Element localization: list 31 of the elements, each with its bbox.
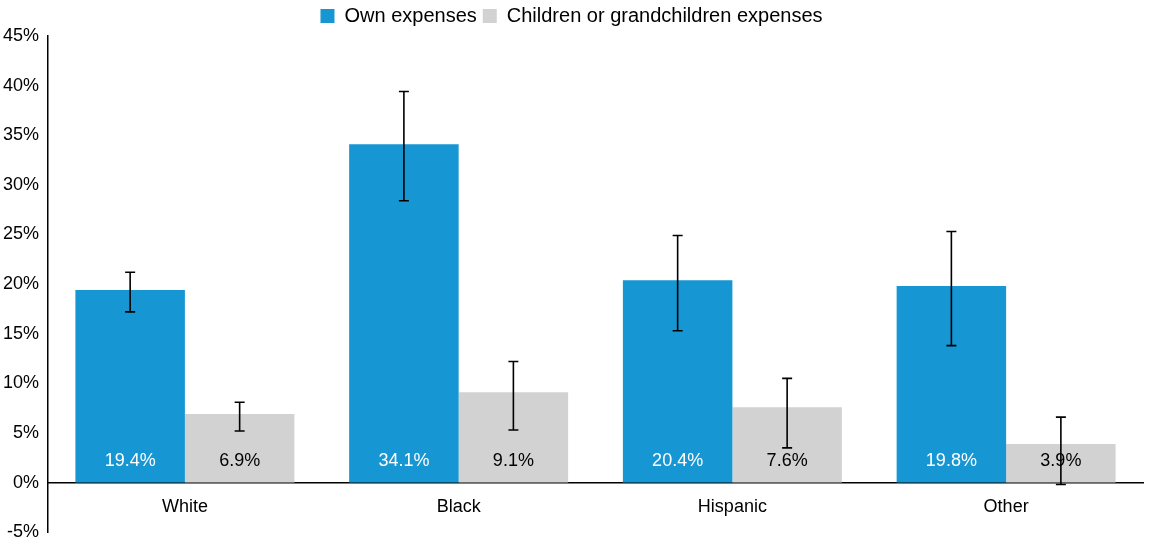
data-label: 19.8% [925,449,977,470]
y-tick-label: 45% [3,24,40,45]
data-label: 20.4% [652,449,704,470]
bar [458,392,569,483]
y-tick-label: 0% [13,471,40,492]
y-tick-label: 5% [13,421,40,442]
data-label: 7.6% [766,449,808,470]
bar [349,144,459,483]
bar [184,414,295,483]
x-tick-label: White [161,496,208,517]
bar [622,280,733,483]
legend-label: Own expenses [344,3,477,26]
y-tick-label: 20% [3,273,40,294]
y-tick-label: 40% [3,74,40,95]
data-label: 9.1% [492,449,534,470]
legend-label: Children or grandchildren expenses [506,3,823,26]
data-label: 34.1% [378,449,430,470]
bar [75,290,185,483]
bar [732,407,842,483]
y-tick-label: 15% [3,322,40,343]
bar [896,286,1007,483]
y-tick-label: 30% [3,173,40,194]
y-tick-label: 35% [3,124,40,145]
x-tick-label: Other [983,496,1029,517]
data-label: 6.9% [219,449,261,470]
y-tick-label: 25% [3,223,40,244]
data-label: 19.4% [104,449,156,470]
x-tick-label: Black [436,496,482,517]
x-tick-label: Hispanic [697,496,767,517]
y-tick-label: -5% [7,521,40,542]
y-tick-label: 10% [3,372,40,393]
